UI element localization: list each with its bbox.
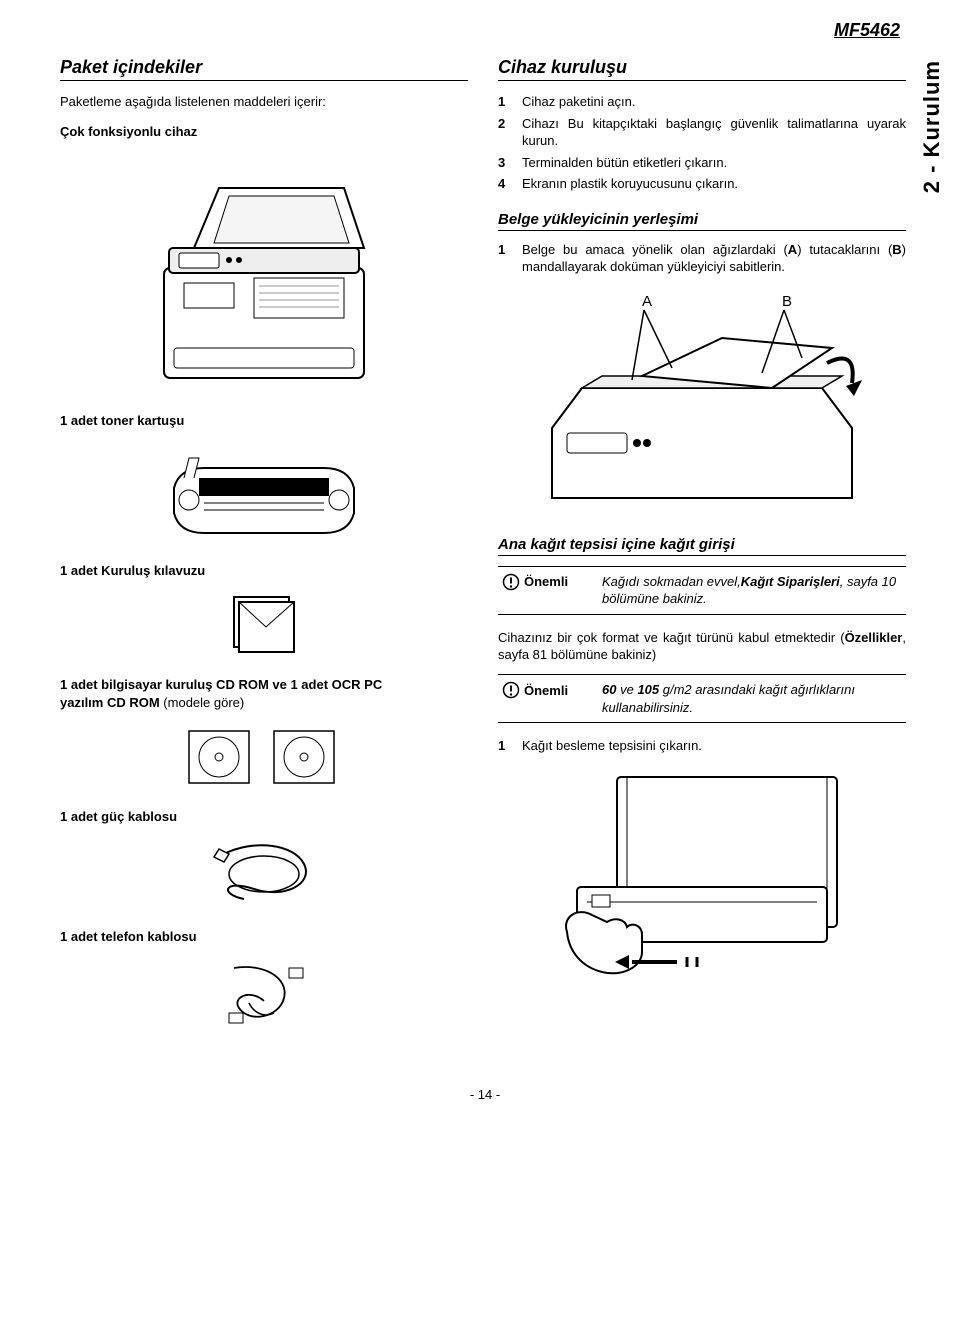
label-b: B: [782, 293, 792, 310]
callout-msg: Kağıdı sokmadan evvel,Kağıt Siparişleri,…: [602, 573, 902, 608]
heading-package-contents: Paket içindekiler: [60, 57, 468, 81]
cd-label-b: yazılım CD ROM: [60, 695, 160, 710]
page-number: - 14 -: [60, 1087, 910, 1102]
step-text: Terminalden bütün etiketleri çıkarın.: [522, 154, 906, 172]
warning-icon: [502, 573, 520, 591]
important-callout-1: Önemli Kağıdı sokmadan evvel,Kağıt Sipar…: [498, 566, 906, 615]
heading-paper-tray: Ana kağıt tepsisi içine kağıt girişi: [498, 536, 906, 556]
chapter-tab: 2 - Kurulum: [919, 60, 945, 193]
power-label: 1 adet güç kablosu: [60, 808, 468, 826]
model-header: MF5462: [60, 20, 910, 41]
step-num: 2: [498, 115, 512, 150]
step-num: 1: [498, 737, 512, 755]
right-column: Cihaz kuruluşu 1 Cihaz paketini açın. 2 Ci…: [498, 51, 906, 1057]
phone-cable-illustration: [60, 953, 468, 1043]
guide-label: 1 adet Kuruluş kılavuzu: [60, 562, 468, 580]
cd-label-a: 1 adet bilgisayar kuruluş CD ROM ve 1 ad…: [60, 677, 382, 692]
cd-label-c: (modele göre): [160, 695, 245, 710]
feeder-illustration: A B: [498, 288, 906, 518]
tray-steps: 1 Kağıt besleme tepsisini çıkarın.: [498, 737, 906, 755]
important-label: Önemli: [524, 574, 568, 589]
left-column: Paket içindekiler Paketleme aşağıda list…: [60, 51, 468, 1057]
device-label: Çok fonksiyonlu cihaz: [60, 123, 468, 141]
toner-label: 1 adet toner kartuşu: [60, 412, 468, 430]
step-text: Kağıt besleme tepsisini çıkarın.: [522, 737, 906, 755]
tray-remove-illustration: [498, 767, 906, 997]
format-text: Cihazınız bir çok format ve kağıt türünü…: [498, 629, 906, 664]
setup-steps: 1 Cihaz paketini açın. 2 Cihazı Bu kitapçı…: [498, 93, 906, 193]
heading-device-setup: Cihaz kuruluşu: [498, 57, 906, 81]
step-num: 1: [498, 93, 512, 111]
feeder-steps: 1 Belge bu amaca yönelik olan ağızlardak…: [498, 241, 906, 276]
important-label: Önemli: [524, 683, 568, 698]
power-cable-illustration: [60, 834, 468, 914]
callout-msg: 60 ve 105 g/m2 arasındaki kağıt ağırlıkl…: [602, 681, 902, 716]
label-a: A: [642, 293, 652, 310]
warning-icon: [502, 681, 520, 699]
important-callout-2: Önemli 60 ve 105 g/m2 arasındaki kağıt a…: [498, 674, 906, 723]
toner-illustration: [60, 438, 468, 548]
step-text: Cihaz paketini açın.: [522, 93, 906, 111]
step-num: 1: [498, 241, 512, 276]
step-num: 4: [498, 175, 512, 193]
cd-illustration: [60, 719, 468, 794]
step-text: Cihazı Bu kitapçıktaki başlangıç güvenli…: [522, 115, 906, 150]
intro-text: Paketleme aşağıda listelenen maddeleri i…: [60, 93, 468, 111]
step-num: 3: [498, 154, 512, 172]
step-text: Ekranın plastik koruyucusunu çıkarın.: [522, 175, 906, 193]
cd-label: 1 adet bilgisayar kuruluş CD ROM ve 1 ad…: [60, 676, 468, 711]
printer-illustration: [60, 148, 468, 398]
heading-doc-feeder: Belge yükleyicinin yerleşimi: [498, 211, 906, 231]
step-text: Belge bu amaca yönelik olan ağızlardaki …: [522, 241, 906, 276]
guide-illustration: [60, 587, 468, 662]
phone-label: 1 adet telefon kablosu: [60, 928, 468, 946]
